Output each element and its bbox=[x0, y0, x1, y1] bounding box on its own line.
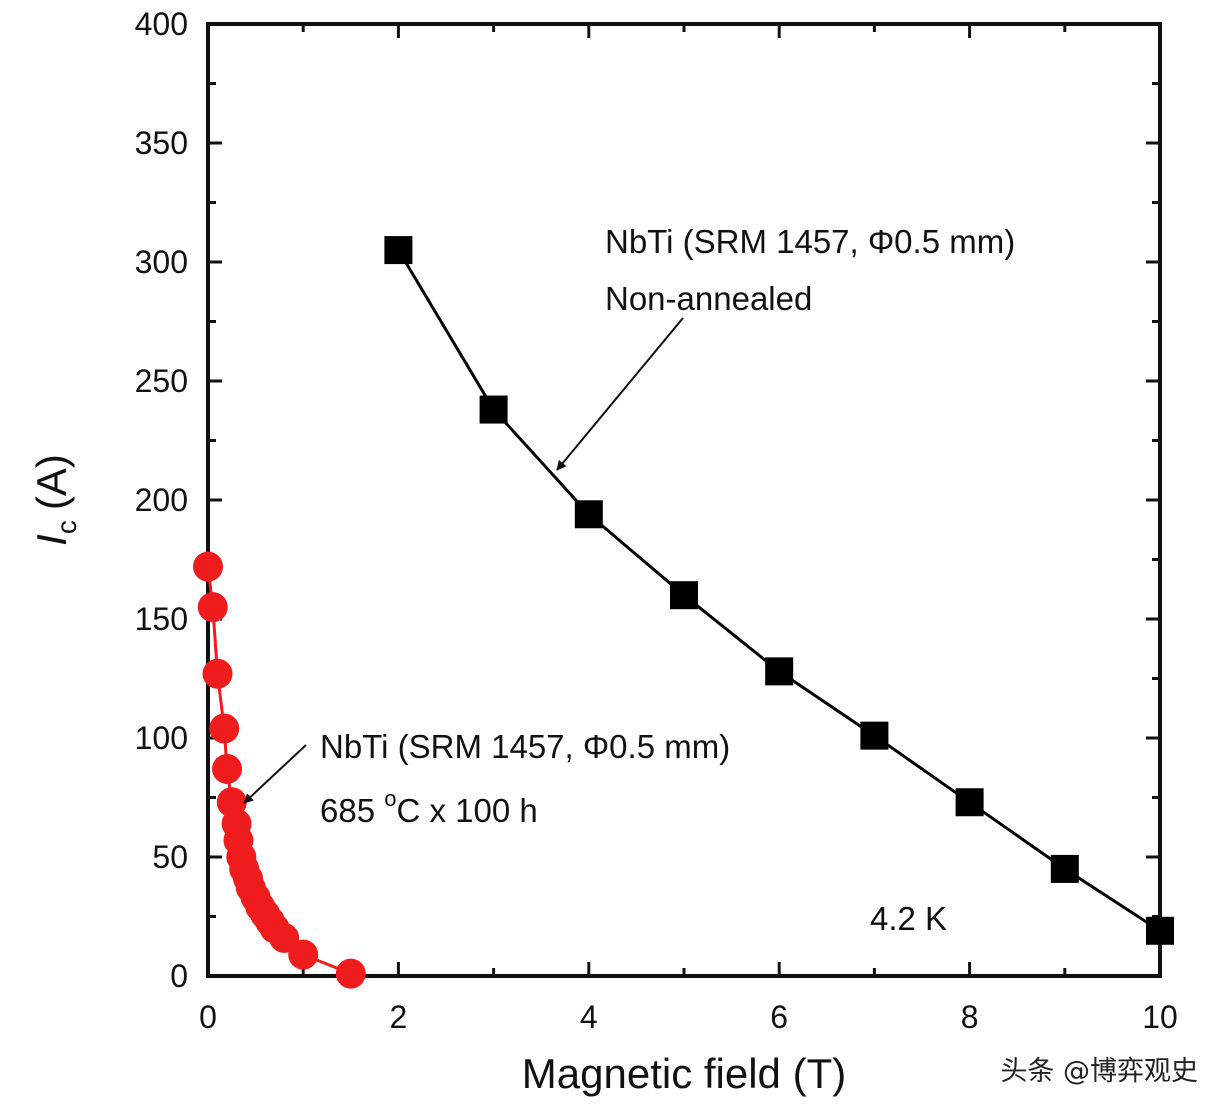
data-point-square bbox=[670, 581, 698, 610]
data-point-circle bbox=[335, 958, 366, 989]
y-tick-label: 50 bbox=[152, 839, 188, 875]
data-point-square bbox=[1050, 854, 1079, 883]
y-tick-label: 100 bbox=[135, 720, 188, 756]
x-axis-title: Magnetic field (T) bbox=[522, 1050, 846, 1097]
y-axis-title-subscript: c bbox=[51, 520, 82, 534]
y-tick-label: 250 bbox=[135, 363, 188, 399]
data-point-square bbox=[574, 500, 603, 529]
x-tick-label: 2 bbox=[390, 999, 408, 1035]
data-point-square bbox=[765, 657, 794, 686]
annotation-nonannealed-line1: NbTi (SRM 1457, Φ0.5 mm) bbox=[605, 223, 1015, 260]
annotation-annealed-temperature: 685 bbox=[320, 792, 384, 829]
annotation-arrow-annealed bbox=[243, 744, 307, 804]
y-tick-label: 200 bbox=[135, 482, 188, 518]
y-tick-label: 300 bbox=[135, 244, 188, 280]
axis-ticks bbox=[206, 22, 1162, 978]
x-tick-label: 0 bbox=[199, 999, 217, 1035]
annotation-annealed-degree: o bbox=[384, 786, 396, 811]
plot-frame bbox=[206, 22, 1162, 978]
data-point-circle bbox=[212, 753, 243, 784]
data-point-square bbox=[955, 788, 984, 817]
data-point-square bbox=[479, 395, 508, 424]
y-axis-title: Ic (A) bbox=[28, 454, 82, 546]
y-axis-title-symbol: I bbox=[28, 534, 75, 546]
y-axis-title-unit: (A) bbox=[28, 454, 75, 510]
watermark: 头条 @博弈观史 bbox=[1000, 1056, 1198, 1087]
annotation-nonannealed-line2: Non-annealed bbox=[605, 280, 812, 317]
data-point-circle bbox=[193, 551, 223, 582]
temperature-label: 4.2 K bbox=[870, 900, 947, 937]
x-tick-label: 8 bbox=[961, 999, 979, 1035]
data-point-circle bbox=[202, 658, 233, 689]
data-point-circle bbox=[197, 592, 228, 623]
y-tick-label: 400 bbox=[135, 6, 188, 42]
series-points-annealed bbox=[193, 551, 366, 989]
series-points-non-annealed bbox=[384, 236, 1174, 945]
x-tick-label: 6 bbox=[770, 999, 788, 1035]
annotation-arrow-nonannealed bbox=[556, 317, 684, 471]
y-tick-label: 350 bbox=[135, 125, 188, 161]
x-tick-label: 4 bbox=[580, 999, 598, 1035]
data-point-square bbox=[1146, 916, 1174, 945]
annotation-annealed-line2: 685 oC x 100 h bbox=[320, 786, 538, 829]
data-point-circle bbox=[209, 713, 240, 744]
annotation-annealed-duration: C x 100 h bbox=[396, 792, 537, 829]
data-point-square bbox=[384, 236, 413, 265]
y-tick-label: 0 bbox=[170, 958, 188, 994]
annotation-annealed-line1: NbTi (SRM 1457, Φ0.5 mm) bbox=[320, 728, 730, 765]
y-tick-label: 150 bbox=[135, 601, 188, 637]
data-point-square bbox=[860, 721, 889, 750]
data-point-circle bbox=[288, 939, 319, 970]
x-tick-label: 10 bbox=[1142, 999, 1178, 1035]
